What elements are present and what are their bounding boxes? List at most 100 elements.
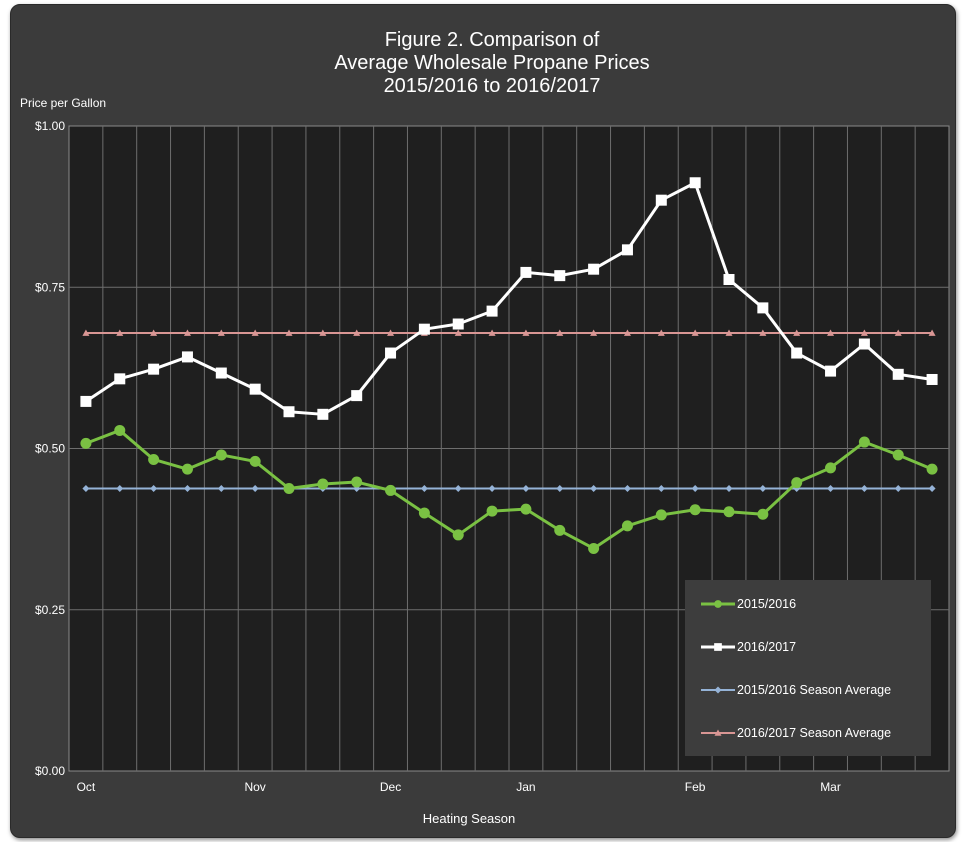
y-axis-label: Price per Gallon — [20, 96, 106, 110]
series — [80, 177, 938, 554]
data-point — [486, 305, 498, 317]
series-2015-2016 — [80, 424, 938, 554]
legend-item: 2016/2017 — [701, 640, 796, 654]
data-point — [655, 509, 667, 521]
legend-label: 2016/2017 Season Average — [737, 726, 891, 740]
data-point — [249, 383, 261, 395]
data-point — [82, 329, 90, 336]
data-point — [215, 449, 227, 461]
legend-label: 2015/2016 Season Average — [737, 683, 891, 697]
chart-title-line-3: 2015/2016 to 2016/2017 — [384, 75, 601, 97]
legend-item: 2015/2016 — [701, 597, 796, 611]
data-point — [793, 329, 801, 336]
data-point — [759, 484, 767, 492]
data-point — [351, 476, 363, 488]
data-point — [858, 436, 870, 448]
data-point — [420, 484, 428, 492]
data-point — [181, 351, 193, 363]
data-point — [926, 373, 938, 385]
y-tick-label: $1.00 — [35, 119, 65, 133]
x-tick-label: Mar — [820, 780, 841, 794]
data-point — [283, 406, 295, 418]
x-tick-label: Jan — [516, 780, 535, 794]
data-point — [757, 302, 769, 314]
series-line — [85, 428, 933, 550]
data-point — [80, 437, 92, 449]
legend: 2015/2016 2016/2017 2015/2016 Season Avera… — [685, 580, 931, 756]
data-point — [623, 329, 631, 336]
data-point — [757, 508, 769, 520]
x-tick-labels: Oct Nov Dec Jan Feb Mar — [77, 780, 841, 794]
data-point — [827, 329, 835, 336]
data-point — [892, 368, 904, 380]
data-point — [418, 323, 430, 335]
data-point — [689, 177, 701, 189]
data-point — [759, 329, 767, 336]
data-point — [114, 373, 126, 385]
data-point — [114, 424, 126, 436]
data-point — [657, 484, 665, 492]
data-point — [556, 329, 564, 336]
y-tick-label: $0.50 — [35, 442, 65, 456]
series-2016-2017 — [80, 177, 938, 420]
data-point — [148, 453, 160, 465]
y-tick-label: $0.25 — [35, 603, 65, 617]
data-point — [655, 194, 667, 206]
data-point — [554, 270, 566, 282]
data-point — [723, 506, 735, 518]
data-point — [251, 484, 259, 492]
data-point — [825, 462, 837, 474]
legend-item: 2015/2016 Season Average — [701, 683, 891, 697]
legend-label: 2016/2017 — [737, 640, 796, 654]
data-point — [251, 329, 259, 336]
data-point — [714, 643, 722, 651]
data-point — [148, 363, 160, 375]
legend-label: 2015/2016 — [737, 597, 796, 611]
data-point — [928, 329, 936, 336]
data-point — [657, 329, 665, 336]
data-point — [894, 484, 902, 492]
data-point — [217, 329, 225, 336]
data-point — [385, 484, 397, 496]
data-point — [520, 266, 532, 278]
data-point — [183, 484, 191, 492]
data-point — [116, 484, 124, 492]
data-point — [926, 463, 938, 475]
legend-box — [685, 580, 931, 756]
data-point — [488, 329, 496, 336]
x-axis-label: Heating Season — [423, 811, 516, 826]
data-point — [116, 329, 124, 336]
data-point — [723, 274, 735, 286]
data-point — [488, 484, 496, 492]
data-point — [556, 484, 564, 492]
x-tick-label: Oct — [77, 780, 96, 794]
chart-title-line-2: Average Wholesale Propane Prices — [334, 52, 649, 74]
data-point — [486, 505, 498, 517]
data-point — [691, 484, 699, 492]
data-point — [725, 329, 733, 336]
data-point — [317, 408, 329, 420]
data-point — [892, 449, 904, 461]
x-tick-label: Feb — [685, 780, 706, 794]
data-point — [283, 482, 295, 494]
data-point — [714, 600, 722, 608]
data-point — [554, 524, 566, 536]
data-point — [522, 329, 530, 336]
data-point — [791, 347, 803, 359]
data-point — [181, 463, 193, 475]
data-point — [285, 329, 293, 336]
data-point — [385, 347, 397, 359]
data-point — [714, 686, 722, 694]
data-point — [150, 329, 158, 336]
data-point — [689, 504, 701, 516]
data-point — [590, 484, 598, 492]
data-point — [452, 529, 464, 541]
data-point — [928, 484, 936, 492]
data-point — [215, 367, 227, 379]
series-2016-2017-season-average — [82, 329, 936, 336]
data-point — [860, 329, 868, 336]
data-point — [588, 263, 600, 275]
data-point — [217, 484, 225, 492]
data-point — [520, 503, 532, 515]
